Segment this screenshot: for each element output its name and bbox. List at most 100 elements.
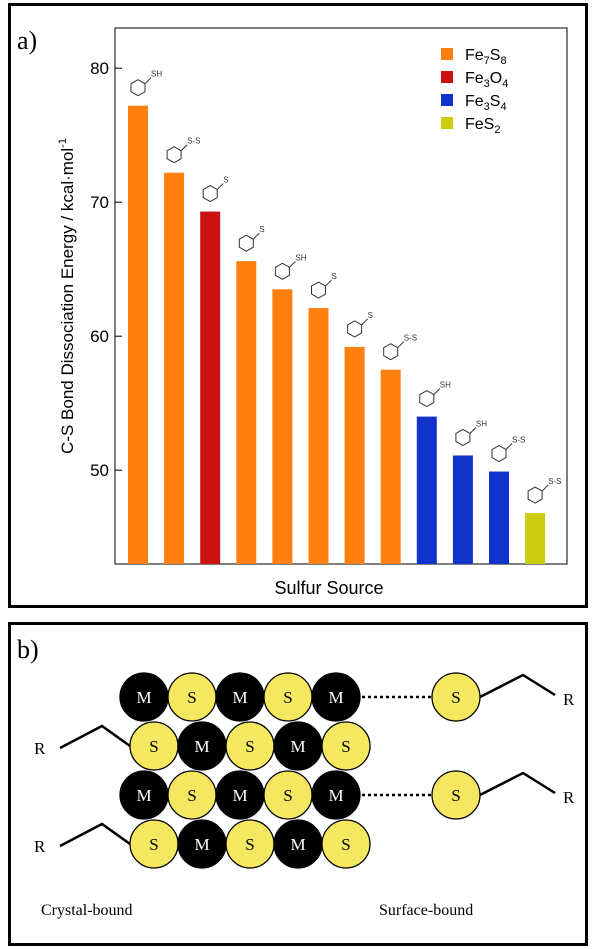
molecule-structure: S-S xyxy=(166,137,200,164)
sulfur-circle xyxy=(321,721,371,771)
molecule-ring xyxy=(383,343,399,361)
molecule-ring xyxy=(130,79,146,97)
y-tick-label: 50 xyxy=(90,461,109,480)
legend-label: Fe3O4 xyxy=(465,70,508,90)
sulfur-label: S xyxy=(187,688,196,707)
crystal-bound-chain xyxy=(59,724,131,750)
sulfur-label: S xyxy=(341,835,350,854)
sulfur-label: S xyxy=(149,737,158,756)
panel-b: b) M S M S M S M S M S M S M S M S M S M S R R S R S R Crystal-bou… xyxy=(8,622,588,946)
molecule-ring xyxy=(311,281,326,299)
bar xyxy=(164,172,185,564)
molecule-label: SH xyxy=(476,419,487,428)
metal-label: M xyxy=(290,835,305,854)
sulfur-atom: S xyxy=(431,770,481,820)
sulfur-atom: S xyxy=(321,721,371,771)
legend-subscript: 3 xyxy=(484,78,490,90)
molecule-bond xyxy=(469,427,477,434)
molecule-structure: SH xyxy=(274,253,307,280)
molecule-ring xyxy=(419,390,435,408)
legend-text: S xyxy=(484,116,495,133)
molecule-ring xyxy=(491,444,507,463)
legend-label: Fe7S8 xyxy=(465,47,507,67)
metal-label: M xyxy=(194,835,209,854)
legend-text: Fe xyxy=(465,70,484,87)
sulfur-label: S xyxy=(149,835,158,854)
legend-swatch xyxy=(441,117,453,129)
crystal-bound-label: Crystal-bound xyxy=(41,902,133,919)
bar-chart: 50 60 70 80 C-S Bond Dissociation Energy / k… xyxy=(57,27,568,598)
molecule-bond xyxy=(325,279,332,287)
metal-atom: M xyxy=(119,672,169,722)
metal-label: M xyxy=(328,688,343,707)
metal-atom: M xyxy=(215,672,265,722)
metal-atom: M xyxy=(119,770,169,820)
legend-subscript: 2 xyxy=(494,124,500,136)
legend-swatch xyxy=(441,48,453,60)
legend-subscript: 4 xyxy=(502,78,508,90)
sulfur-atom: S xyxy=(431,672,481,722)
molecule-structure: S-S xyxy=(527,477,561,504)
molecule-ring xyxy=(527,486,543,504)
molecule-label: S-S xyxy=(548,477,561,486)
y-tick-label: 60 xyxy=(90,327,109,346)
surface-bound-chain xyxy=(479,673,556,699)
legend-text: Fe xyxy=(465,93,484,110)
surface-bound-label: Surface-bound xyxy=(379,902,473,919)
sulfur-atom: S xyxy=(129,721,179,771)
sulfur-label: S xyxy=(283,786,292,805)
sulfur-label: S xyxy=(341,737,350,756)
sulfur-atom: S xyxy=(225,721,275,771)
metal-label: M xyxy=(232,688,247,707)
r-group-label: R xyxy=(563,788,575,807)
molecule-label: S-S xyxy=(512,436,525,445)
sulfur-circle xyxy=(321,819,371,869)
plot-frame xyxy=(114,27,568,565)
molecule-bond xyxy=(361,318,368,326)
surface-bound-chain xyxy=(479,771,556,797)
crystal-bound-chain xyxy=(59,822,131,848)
legend-subscript: 4 xyxy=(500,101,506,113)
metal-label: M xyxy=(194,737,209,756)
legend-text: Fe xyxy=(465,116,484,133)
molecule-bond xyxy=(252,232,260,240)
legend-swatch xyxy=(441,71,453,83)
legend-label: FeS2 xyxy=(465,116,500,136)
molecule-bond xyxy=(541,484,549,492)
molecule-label: S xyxy=(368,311,373,320)
metal-label: M xyxy=(136,688,151,707)
sulfur-atom: S xyxy=(263,672,313,722)
molecule-ring xyxy=(455,428,471,447)
y-tick-label: 80 xyxy=(90,59,109,78)
molecule-structure: S xyxy=(238,225,265,252)
legend-subscript: 3 xyxy=(484,101,490,113)
molecule-ring xyxy=(202,185,218,203)
bar xyxy=(380,369,401,564)
bar xyxy=(525,513,546,564)
sulfur-atom: S xyxy=(167,770,217,820)
legend-swatch xyxy=(441,94,453,106)
sulfur-atom: S xyxy=(129,819,179,869)
sulfur-label: S xyxy=(283,688,292,707)
lattice-diagram: M S M S M S M S M S M S M S M S M S M S R R S R S R Crystal-bound S… xyxy=(34,672,575,919)
metal-circle xyxy=(311,770,361,820)
molecule-bond xyxy=(216,183,224,190)
r-group-label: R xyxy=(34,837,46,856)
metal-label: M xyxy=(232,786,247,805)
legend-text: S xyxy=(490,47,501,64)
molecule-label: SH xyxy=(151,70,162,79)
sulfur-label: S xyxy=(451,688,460,707)
molecule-label: S xyxy=(332,272,337,281)
sulfur-atom: S xyxy=(321,819,371,869)
metal-label: M xyxy=(290,737,305,756)
legend-subscript: 7 xyxy=(484,55,490,67)
molecule-bond xyxy=(433,388,441,395)
panel-a-letter: a) xyxy=(17,26,38,55)
molecule-structure: S-S xyxy=(383,334,417,361)
sulfur-label: S xyxy=(245,737,254,756)
sulfur-label: S xyxy=(451,786,460,805)
bar xyxy=(344,346,365,564)
bar xyxy=(452,455,473,564)
bar xyxy=(200,211,221,564)
molecule-label: S-S xyxy=(404,334,417,343)
